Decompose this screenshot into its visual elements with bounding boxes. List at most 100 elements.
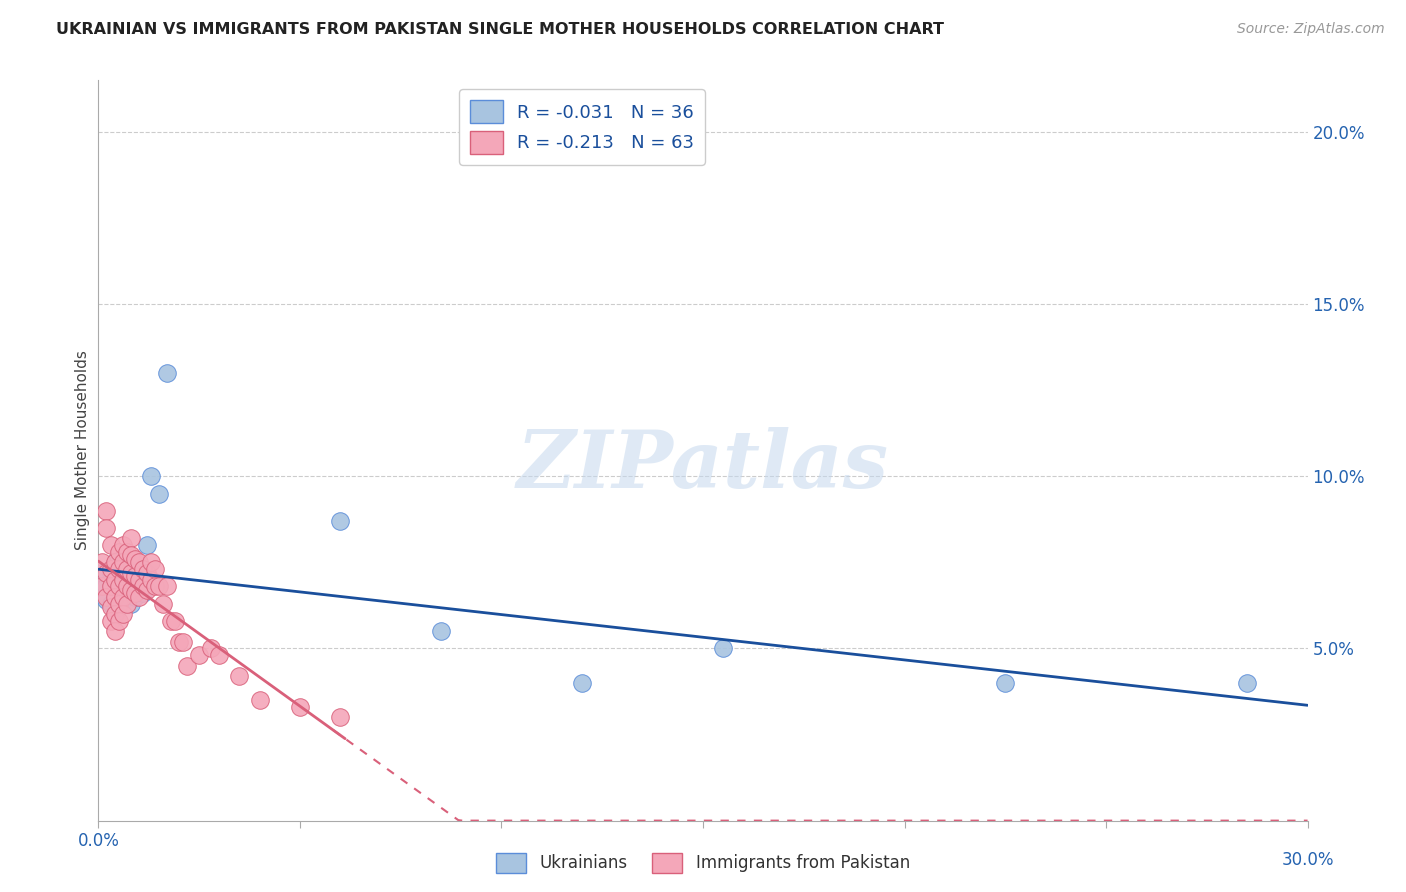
Point <box>143 562 166 576</box>
Point <box>120 582 142 597</box>
Point <box>96 521 118 535</box>
Point <box>96 504 118 518</box>
Point <box>100 600 122 615</box>
Point <box>103 607 125 621</box>
Point <box>711 641 734 656</box>
Point <box>103 573 125 587</box>
Point <box>103 590 125 604</box>
Point <box>111 579 134 593</box>
Point <box>128 579 150 593</box>
Point <box>188 648 211 663</box>
Point <box>111 555 134 569</box>
Point <box>115 579 138 593</box>
Point <box>103 590 125 604</box>
Point <box>132 562 155 576</box>
Point <box>124 552 146 566</box>
Point <box>124 576 146 591</box>
Point <box>139 469 162 483</box>
Legend: R = -0.031   N = 36, R = -0.213   N = 63: R = -0.031 N = 36, R = -0.213 N = 63 <box>460 89 704 165</box>
Point <box>115 562 138 576</box>
Point <box>111 573 134 587</box>
Point <box>107 614 129 628</box>
Point <box>96 593 118 607</box>
Point <box>120 597 142 611</box>
Point <box>571 676 593 690</box>
Point <box>139 573 162 587</box>
Point <box>115 545 138 559</box>
Point <box>163 614 186 628</box>
Point <box>139 555 162 569</box>
Point <box>103 607 125 621</box>
Point <box>120 531 142 545</box>
Point <box>100 597 122 611</box>
Point <box>91 555 114 569</box>
Point <box>128 555 150 569</box>
Point <box>111 590 134 604</box>
Point <box>135 582 157 597</box>
Point <box>124 590 146 604</box>
Point <box>107 579 129 593</box>
Point <box>100 614 122 628</box>
Point <box>167 634 190 648</box>
Text: Source: ZipAtlas.com: Source: ZipAtlas.com <box>1237 22 1385 37</box>
Point <box>107 562 129 576</box>
Point <box>249 693 271 707</box>
Point <box>107 582 129 597</box>
Point <box>148 579 170 593</box>
Point <box>103 624 125 639</box>
Point <box>120 566 142 580</box>
Point <box>107 569 129 583</box>
Point <box>160 614 183 628</box>
Point <box>208 648 231 663</box>
Legend: Ukrainians, Immigrants from Pakistan: Ukrainians, Immigrants from Pakistan <box>489 847 917 880</box>
Point <box>143 579 166 593</box>
Point <box>135 538 157 552</box>
Point <box>111 538 134 552</box>
Point <box>115 586 138 600</box>
Point <box>107 597 129 611</box>
Point <box>100 579 122 593</box>
Point <box>148 486 170 500</box>
Point <box>103 555 125 569</box>
Point <box>329 514 352 528</box>
Point <box>100 579 122 593</box>
Point <box>288 700 311 714</box>
Point <box>135 566 157 580</box>
Point <box>994 676 1017 690</box>
Point <box>120 579 142 593</box>
Point <box>100 566 122 580</box>
Point <box>115 566 138 580</box>
Point <box>200 641 222 656</box>
Point <box>100 562 122 576</box>
Text: 30.0%: 30.0% <box>1281 851 1334 869</box>
Point <box>103 573 125 587</box>
Point <box>124 586 146 600</box>
Point <box>91 566 114 580</box>
Text: UKRAINIAN VS IMMIGRANTS FROM PAKISTAN SINGLE MOTHER HOUSEHOLDS CORRELATION CHART: UKRAINIAN VS IMMIGRANTS FROM PAKISTAN SI… <box>56 22 945 37</box>
Point <box>107 600 129 615</box>
Point <box>107 545 129 559</box>
Point <box>107 562 129 576</box>
Y-axis label: Single Mother Households: Single Mother Households <box>75 351 90 550</box>
Point <box>124 569 146 583</box>
Point <box>115 597 138 611</box>
Text: ZIPatlas: ZIPatlas <box>517 426 889 504</box>
Point <box>100 538 122 552</box>
Point <box>152 597 174 611</box>
Point <box>1236 676 1258 690</box>
Point <box>103 555 125 569</box>
Point <box>430 624 453 639</box>
Point <box>111 593 134 607</box>
Point <box>132 586 155 600</box>
Point <box>132 579 155 593</box>
Point <box>120 549 142 563</box>
Point <box>156 579 179 593</box>
Point <box>176 658 198 673</box>
Point <box>128 562 150 576</box>
Point <box>128 573 150 587</box>
Point <box>228 669 250 683</box>
Point <box>156 366 179 380</box>
Point <box>96 590 118 604</box>
Point <box>111 573 134 587</box>
Point <box>96 579 118 593</box>
